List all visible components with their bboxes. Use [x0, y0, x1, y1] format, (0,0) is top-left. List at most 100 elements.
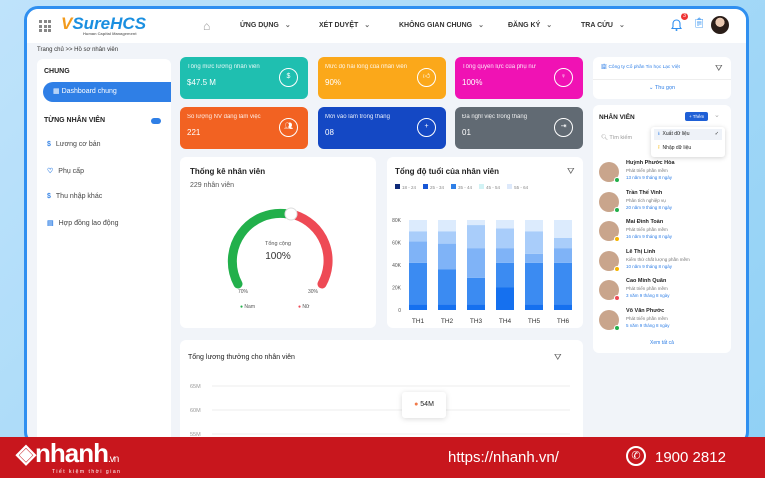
bonus-chart-panel: Tổng lương thưởng cho nhân viên ⛛ 65M 60M…: [180, 340, 583, 443]
data-menu: ⭳ Xuất dữ liệu ✓ ⭱ Nhập dữ liệu: [651, 127, 725, 157]
y-tick-label: 60M: [190, 408, 201, 414]
legend-female: ● Nữ: [298, 304, 310, 310]
company-selector[interactable]: 🏢︎ Công ty Cổ phần Tin học Lạc Việt: [601, 65, 680, 70]
card-value: 221: [187, 128, 201, 137]
legend-male: ● Nam: [240, 304, 255, 310]
legend-item[interactable]: 45 - 54: [479, 184, 500, 190]
employee-role: Phát triển phần mềm: [626, 315, 668, 321]
banner-url[interactable]: https://nhanh.vn/: [448, 449, 559, 466]
home-icon[interactable]: ⌂: [203, 19, 211, 33]
logo[interactable]: VSureHCS Human Capital Management: [61, 14, 147, 36]
female-percent: 30%: [308, 289, 319, 295]
x-tick-label: TH2: [441, 318, 454, 325]
gauge-center-value: 100%: [265, 251, 291, 262]
bar-segment: [496, 262, 514, 288]
legend-item[interactable]: 55 - 64: [507, 184, 528, 190]
clipboard-icon[interactable]: 📋︎: [693, 18, 706, 29]
nav-tra-cuu[interactable]: TRA CỨU ⌄: [581, 22, 625, 29]
sidebar-item-phu-cap[interactable]: ♡ Phụ cấp: [47, 168, 84, 175]
employee-role: Kiểm thử chất lượng phần mềm: [626, 256, 690, 262]
legend-item[interactable]: 25 - 34: [423, 184, 444, 190]
more-chevron-icon[interactable]: ⌄: [714, 112, 720, 119]
nav-dang-ky[interactable]: ĐĂNG KÝ ⌄: [508, 22, 553, 29]
sidebar-toggle[interactable]: [151, 118, 161, 124]
bar-segment: [525, 262, 543, 305]
sidebar-item-thu-nhap-khac[interactable]: $ Thu nhập khác: [47, 193, 103, 200]
employee-list-item[interactable]: Trần Thế Vinh Phân tích nghiệp vụ 20 năm 9…: [599, 190, 729, 220]
document-icon: ▤: [47, 220, 54, 227]
thumbs-up-icon: 👍︎: [417, 68, 436, 87]
card-title: Đã nghỉ việc trong tháng: [462, 114, 528, 120]
x-tick-label: TH4: [499, 318, 512, 325]
bar-segment: [438, 243, 456, 270]
bar-segment: [554, 304, 572, 310]
sidebar-item-dashboard[interactable]: ▦ Dashboard chung: [43, 82, 171, 102]
employee-list-item[interactable]: Võ Văn Phước Phát triển phần mềm 5 năm 9 t…: [599, 308, 729, 338]
status-dot: [614, 324, 620, 331]
status-dot: [614, 206, 620, 213]
status-dot: [614, 265, 620, 272]
employee-list-item[interactable]: Mai Đình Toàn Phát triển phần mềm 16 năm 9…: [599, 219, 729, 249]
nav-ung-dung[interactable]: ỨNG DỤNG ⌄: [240, 22, 291, 29]
users-icon: 👥︎: [279, 118, 298, 137]
logo-subtitle: Human Capital Management: [83, 31, 137, 36]
filter-icon[interactable]: ⛛: [567, 166, 575, 176]
employee-tenure: 10 năm 9 tháng 8 ngày: [626, 263, 673, 269]
search-input[interactable]: 🔍︎ Tìm kiếm: [601, 135, 633, 141]
employee-tenure: 20 năm 9 tháng 8 ngày: [626, 204, 673, 210]
legend-item[interactable]: 35 - 44: [451, 184, 472, 190]
apps-grid-icon[interactable]: [39, 20, 51, 32]
y-tick-label: 55M: [190, 432, 201, 438]
leave-icon: ⇥: [554, 118, 573, 137]
bar-segment: [467, 248, 485, 278]
view-all-link[interactable]: Xem tất cả: [650, 340, 674, 346]
user-avatar[interactable]: [711, 16, 729, 34]
sidebar-item-hop-dong[interactable]: ▤ Hợp đồng lao động: [47, 220, 119, 227]
employee-list-item[interactable]: Huỳnh Phước Hòa Phát triển phần mềm 13 năm…: [599, 160, 729, 190]
card-title: Số lượng NV đang làm việc: [187, 114, 261, 120]
bar-segment: [554, 262, 572, 305]
stat-card[interactable]: Mới vào làm trong tháng 08 +: [318, 107, 446, 149]
stat-card[interactable]: Đã nghỉ việc trong tháng 01 ⇥: [455, 107, 583, 149]
male-percent: 70%: [238, 289, 249, 295]
stat-card[interactable]: Mức độ hài lòng của nhân viên 90% 👍︎: [318, 57, 446, 99]
add-employee-button[interactable]: + Thêm: [685, 112, 709, 121]
bell-icon[interactable]: [671, 19, 682, 31]
sidebar-section-tung-nhan-vien: TỪNG NHÂN VIÊN: [44, 117, 106, 124]
stat-card[interactable]: Tổng quyền lực của phụ nữ 100% ♀: [455, 57, 583, 99]
sidebar-section-chung: CHUNG: [44, 68, 70, 75]
bar-segment: [525, 304, 543, 310]
collapse-button[interactable]: ⌄ Thu gọn: [593, 79, 731, 91]
employee-tenure: 13 năm 9 tháng 8 ngày: [626, 175, 673, 180]
bar-segment: [525, 253, 543, 263]
bar-segment: [467, 277, 485, 305]
dollar-icon: $: [47, 193, 51, 200]
filter-icon[interactable]: ⛛: [554, 352, 562, 362]
gauge-handle[interactable]: [284, 207, 298, 221]
employee-list-item[interactable]: Lê Thị Linh Kiểm thử chất lượng phần mềm 1…: [599, 249, 729, 279]
status-dot: [614, 236, 620, 242]
dollar-icon: $: [279, 68, 298, 87]
nav-khong-gian-chung[interactable]: KHÔNG GIAN CHUNG ⌄: [399, 22, 484, 29]
notification-badge: 3: [681, 13, 688, 20]
employee-list-item[interactable]: Cao Minh Quân Phát triển phần mềm 3 năm 9 …: [599, 278, 729, 308]
gauge-female-arc: [290, 210, 333, 289]
bar-segment: [467, 304, 485, 310]
nhanh-logo: ◈nhanh.vn: [16, 438, 119, 468]
employee-list-title: NHÂN VIÊN: [599, 114, 635, 121]
employee-stats-panel: Thống kê nhân viên 229 nhân viên Tổng cộ…: [180, 157, 376, 328]
banner-phone[interactable]: 1900 2812: [655, 449, 726, 466]
new-user-icon: +: [417, 118, 436, 137]
dollar-icon: $: [47, 141, 51, 148]
employee-role: Phát triển phần mềm: [626, 286, 668, 291]
bar-segment: [554, 220, 572, 238]
stat-card[interactable]: Số lượng NV đang làm việc 221 👥︎: [180, 107, 308, 149]
nav-xet-duyet[interactable]: XÉT DUYỆT ⌄: [319, 22, 371, 29]
sidebar-item-luong-co-ban[interactable]: $ Lương cơ bản: [47, 141, 101, 148]
filter-icon[interactable]: ⛛: [715, 63, 723, 73]
stat-card[interactable]: Tổng mức lương nhân viên $47.5 M $: [180, 57, 308, 99]
menu-item-import[interactable]: ⭱ Nhập dữ liệu: [658, 145, 692, 151]
menu-item-export[interactable]: ⭳ Xuất dữ liệu ✓: [654, 129, 722, 140]
legend-item[interactable]: 18 - 24: [395, 184, 416, 190]
sidebar: CHUNG ▦ Dashboard chung TỪNG NHÂN VIÊN $…: [37, 59, 171, 443]
